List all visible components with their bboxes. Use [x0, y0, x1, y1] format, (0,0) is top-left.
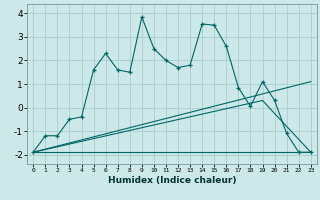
X-axis label: Humidex (Indice chaleur): Humidex (Indice chaleur)	[108, 176, 236, 185]
